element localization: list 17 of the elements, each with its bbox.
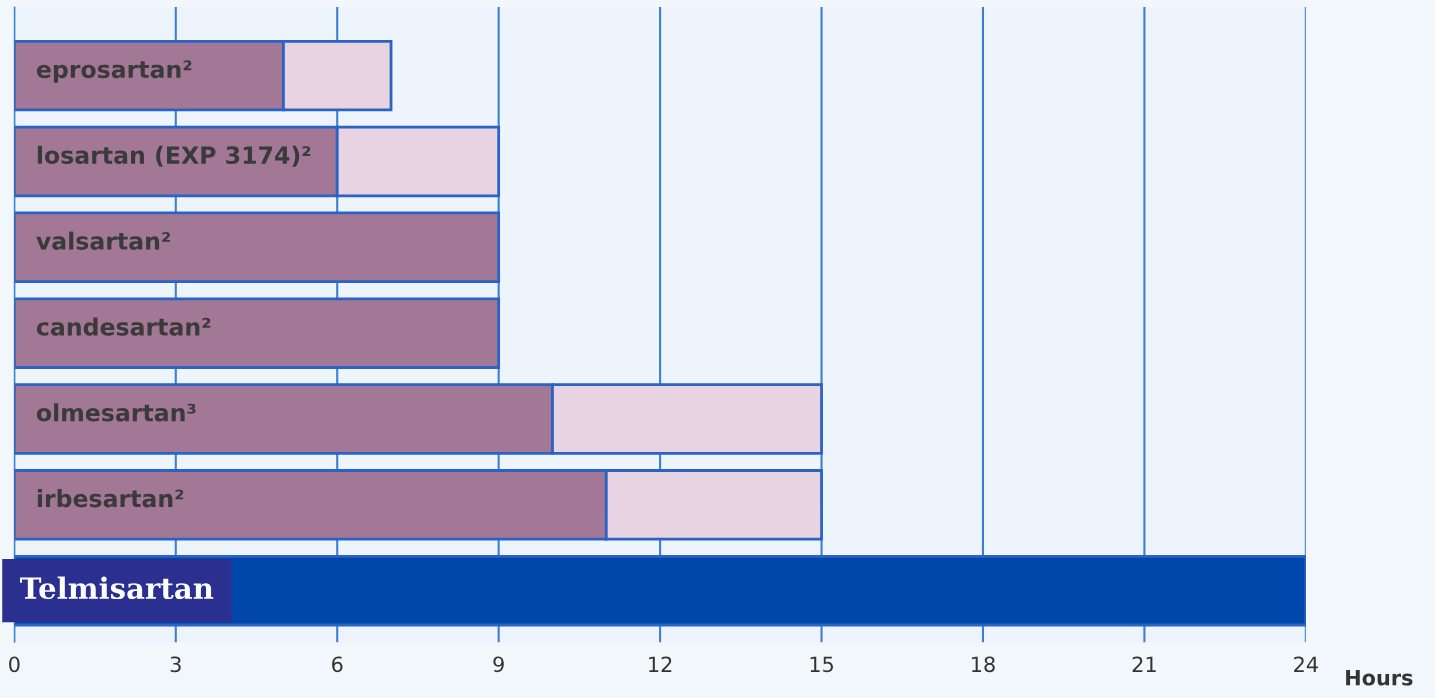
x-tick-label: 9 [493,656,504,673]
x-tick-label: 3 [170,656,181,673]
y-tick-label: eprosartan² [36,60,192,83]
x-axis-title: Hours [1346,670,1413,686]
x-tick-label: 18 [972,656,995,673]
x-tick-label: 21 [1132,656,1156,672]
y-tick-label: irbesartan² [37,489,184,508]
x-tick-label: 0 [9,656,20,673]
y-tick-label: Telmisartan [20,576,214,600]
x-tick-label: 6 [332,656,343,673]
x-tick-label: 15 [810,656,833,673]
y-tick-label: olmesartan³ [36,403,196,422]
y-tick-label: valsartan² [36,231,170,250]
y-tick-label: losartan (EXP 3174)² [37,145,311,167]
x-tick-label: 24 [1294,656,1318,672]
x-tick-label: 12 [649,656,672,672]
y-tick-label: candesartan² [36,317,211,336]
